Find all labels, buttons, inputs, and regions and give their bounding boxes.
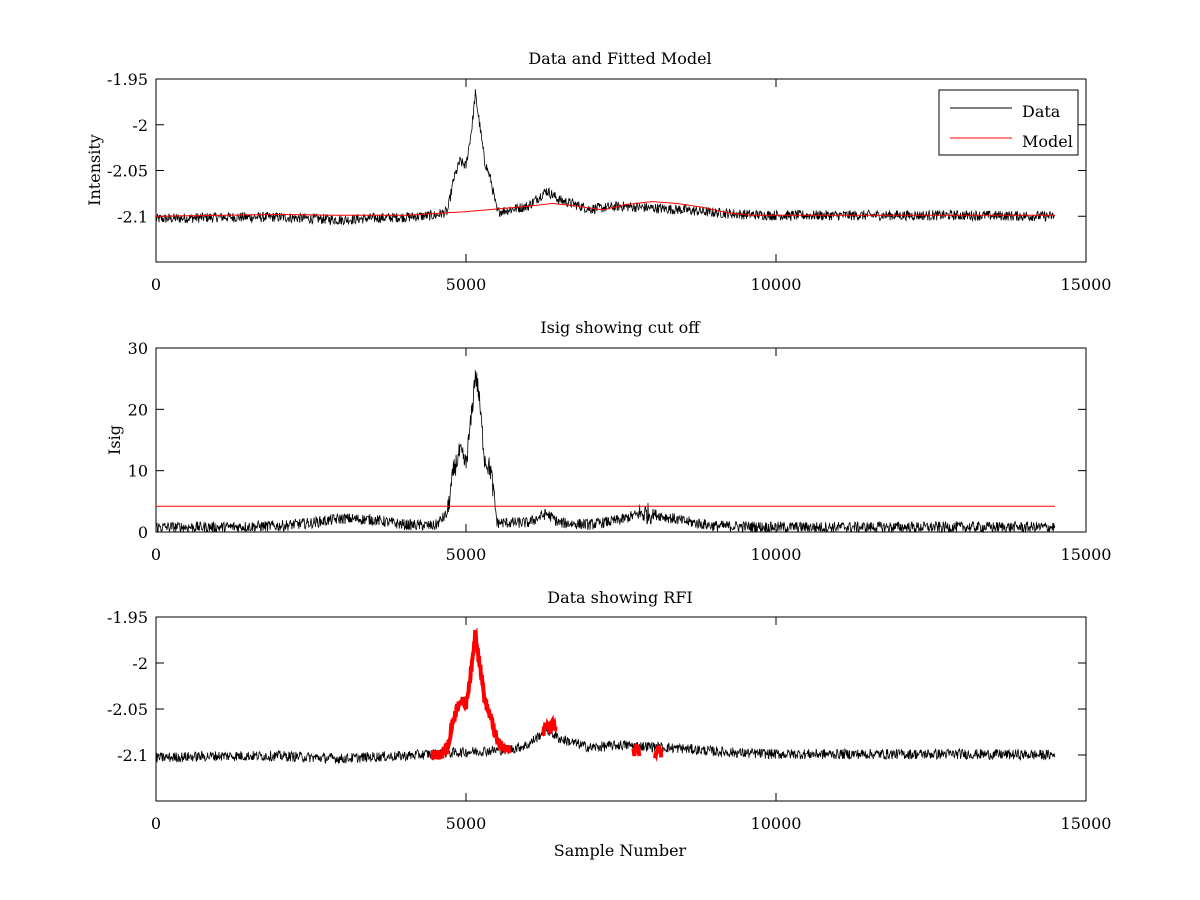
y-tick-label: -1.95: [107, 70, 148, 89]
panel-3-xlabel: Sample Number: [554, 841, 687, 860]
x-tick-label: 10000: [751, 814, 802, 833]
legend-entry-data: Data: [1022, 102, 1061, 121]
panel-data-showing-rfi: Data showing RFI Sample Number 0 5000 1000…: [107, 588, 1111, 860]
x-tick-label: 15000: [1061, 545, 1112, 564]
red-series-line: [631, 743, 642, 757]
legend-box: [938, 89, 1079, 156]
y-tick-label: 30: [128, 339, 148, 358]
x-tick-label: 5000: [446, 545, 487, 564]
model-series-line: [155, 201, 1055, 217]
y-tick-label: 20: [128, 400, 148, 419]
y-tick-label: -2.1: [117, 746, 148, 765]
x-tick-label: 10000: [751, 275, 802, 294]
x-tick-label: 5000: [446, 814, 487, 833]
red-series-line: [430, 627, 512, 761]
panel-2-plot-area: 0 5000 10000 15000 0 10 20 30: [128, 339, 1112, 564]
plot-frame: [155, 616, 1087, 802]
y-tick-label: -2.05: [107, 700, 148, 719]
black-series-line: [155, 723, 1056, 765]
legend: Data Model: [938, 89, 1079, 156]
x-tick-label: 15000: [1061, 814, 1112, 833]
black-series-line: [155, 370, 1056, 534]
plot-frame: [155, 347, 1087, 533]
legend-entry-model: Model: [1022, 132, 1073, 151]
data-series-line: [155, 89, 1056, 226]
panel-3-plot-area: 0 5000 10000 15000 -1.95 -2 -2.05 -2.1: [107, 608, 1111, 833]
y-tick-label: 0: [138, 523, 148, 542]
y-tick-label: -2.05: [107, 162, 148, 181]
x-tick-label: 5000: [446, 275, 487, 294]
x-tick-label: 15000: [1061, 275, 1112, 294]
panel-3-title: Data showing RFI: [547, 588, 692, 607]
x-tick-label: 0: [151, 545, 161, 564]
x-tick-label: 0: [151, 814, 161, 833]
x-tick-label: 10000: [751, 545, 802, 564]
red-series-line: [653, 744, 664, 763]
y-tick-label: -1.95: [107, 608, 148, 627]
panel-1-plot-area: 0 5000 10000 15000 -1.95 -2 -2.05 -2.1: [107, 70, 1111, 294]
panel-2-title: Isig showing cut off: [540, 318, 701, 337]
panel-1-title: Data and Fitted Model: [528, 49, 711, 68]
panel-isig-showing-cut-off: Isig showing cut off Isig 0 5000 10000 1500…: [105, 318, 1111, 564]
y-tick-label: -2.1: [117, 207, 148, 226]
y-tick-label: -2: [132, 116, 148, 135]
panel-data-and-fitted-model: Data and Fitted Model Intensity 0 5000 100…: [85, 49, 1111, 294]
y-tick-label: -2: [132, 654, 148, 673]
panel-1-ylabel: Intensity: [85, 134, 104, 206]
red-series-line: [541, 714, 558, 736]
y-tick-label: 10: [128, 462, 148, 481]
x-tick-label: 0: [151, 275, 161, 294]
panel-2-ylabel: Isig: [105, 425, 124, 455]
